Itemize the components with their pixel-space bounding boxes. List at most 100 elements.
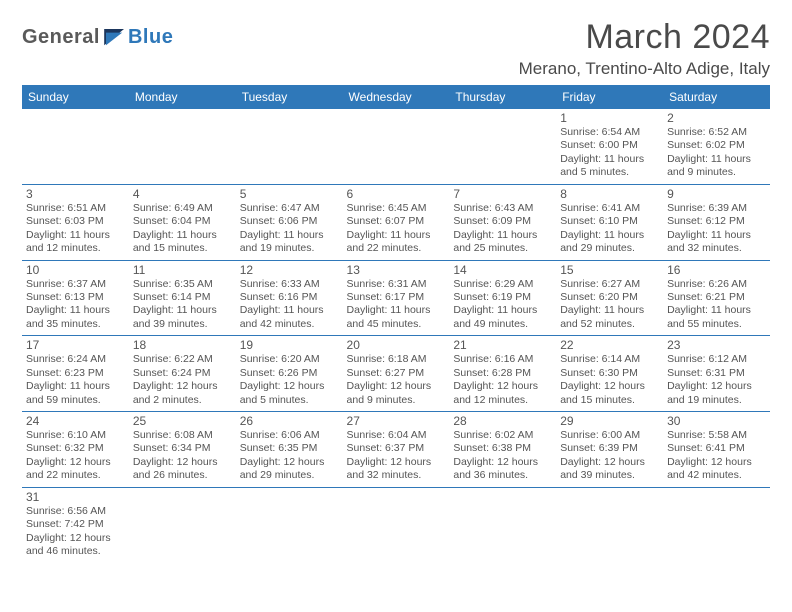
daylight-text: Daylight: 11 hours and 19 minutes.: [240, 229, 339, 256]
calendar-cell: 29Sunrise: 6:00 AMSunset: 6:39 PMDayligh…: [556, 412, 663, 488]
sunrise-text: Sunrise: 6:06 AM: [240, 429, 339, 442]
sunrise-text: Sunrise: 6:24 AM: [26, 353, 125, 366]
calendar-cell: 24Sunrise: 6:10 AMSunset: 6:32 PMDayligh…: [22, 412, 129, 488]
sunset-text: Sunset: 7:42 PM: [26, 518, 125, 531]
day-number: 6: [347, 187, 446, 201]
calendar-cell: 15Sunrise: 6:27 AMSunset: 6:20 PMDayligh…: [556, 260, 663, 336]
calendar-cell: 14Sunrise: 6:29 AMSunset: 6:19 PMDayligh…: [449, 260, 556, 336]
day-number: 11: [133, 263, 232, 277]
daylight-text: Daylight: 11 hours and 55 minutes.: [667, 304, 766, 331]
sunset-text: Sunset: 6:39 PM: [560, 442, 659, 455]
calendar-cell: 30Sunrise: 5:58 AMSunset: 6:41 PMDayligh…: [663, 412, 770, 488]
day-number: 18: [133, 338, 232, 352]
daylight-text: Daylight: 12 hours and 42 minutes.: [667, 456, 766, 483]
day-number: 8: [560, 187, 659, 201]
calendar-cell: 16Sunrise: 6:26 AMSunset: 6:21 PMDayligh…: [663, 260, 770, 336]
sunset-text: Sunset: 6:03 PM: [26, 215, 125, 228]
calendar-cell: 4Sunrise: 6:49 AMSunset: 6:04 PMDaylight…: [129, 184, 236, 260]
sunrise-text: Sunrise: 6:26 AM: [667, 278, 766, 291]
day-number: 31: [26, 490, 125, 504]
weekday-header: Thursday: [449, 85, 556, 109]
calendar-cell: 31Sunrise: 6:56 AMSunset: 7:42 PMDayligh…: [22, 487, 129, 562]
calendar-row: 24Sunrise: 6:10 AMSunset: 6:32 PMDayligh…: [22, 412, 770, 488]
day-number: 7: [453, 187, 552, 201]
day-number: 28: [453, 414, 552, 428]
day-number: 13: [347, 263, 446, 277]
calendar-cell: 17Sunrise: 6:24 AMSunset: 6:23 PMDayligh…: [22, 336, 129, 412]
sunrise-text: Sunrise: 6:54 AM: [560, 126, 659, 139]
sunrise-text: Sunrise: 6:43 AM: [453, 202, 552, 215]
weekday-header-row: Sunday Monday Tuesday Wednesday Thursday…: [22, 85, 770, 109]
sunset-text: Sunset: 6:38 PM: [453, 442, 552, 455]
sunrise-text: Sunrise: 6:27 AM: [560, 278, 659, 291]
sunset-text: Sunset: 6:17 PM: [347, 291, 446, 304]
sunrise-text: Sunrise: 6:56 AM: [26, 505, 125, 518]
sunset-text: Sunset: 6:37 PM: [347, 442, 446, 455]
day-number: 16: [667, 263, 766, 277]
sunrise-text: Sunrise: 6:00 AM: [560, 429, 659, 442]
sunset-text: Sunset: 6:27 PM: [347, 367, 446, 380]
sunrise-text: Sunrise: 6:49 AM: [133, 202, 232, 215]
sunset-text: Sunset: 6:32 PM: [26, 442, 125, 455]
calendar-cell: 10Sunrise: 6:37 AMSunset: 6:13 PMDayligh…: [22, 260, 129, 336]
day-number: 3: [26, 187, 125, 201]
sunrise-text: Sunrise: 6:08 AM: [133, 429, 232, 442]
daylight-text: Daylight: 12 hours and 36 minutes.: [453, 456, 552, 483]
sunrise-text: Sunrise: 6:14 AM: [560, 353, 659, 366]
day-number: 24: [26, 414, 125, 428]
day-number: 21: [453, 338, 552, 352]
sunset-text: Sunset: 6:19 PM: [453, 291, 552, 304]
day-number: 5: [240, 187, 339, 201]
daylight-text: Daylight: 12 hours and 26 minutes.: [133, 456, 232, 483]
calendar-row: 3Sunrise: 6:51 AMSunset: 6:03 PMDaylight…: [22, 184, 770, 260]
sunrise-text: Sunrise: 6:16 AM: [453, 353, 552, 366]
calendar-cell: 11Sunrise: 6:35 AMSunset: 6:14 PMDayligh…: [129, 260, 236, 336]
sunset-text: Sunset: 6:04 PM: [133, 215, 232, 228]
daylight-text: Daylight: 11 hours and 9 minutes.: [667, 153, 766, 180]
sunrise-text: Sunrise: 6:12 AM: [667, 353, 766, 366]
calendar-row: 1Sunrise: 6:54 AMSunset: 6:00 PMDaylight…: [22, 109, 770, 184]
sunrise-text: Sunrise: 6:37 AM: [26, 278, 125, 291]
day-number: 27: [347, 414, 446, 428]
weekday-header: Sunday: [22, 85, 129, 109]
day-number: 22: [560, 338, 659, 352]
day-number: 25: [133, 414, 232, 428]
calendar-cell: 7Sunrise: 6:43 AMSunset: 6:09 PMDaylight…: [449, 184, 556, 260]
day-number: 9: [667, 187, 766, 201]
day-number: 4: [133, 187, 232, 201]
sunrise-text: Sunrise: 6:20 AM: [240, 353, 339, 366]
sunrise-text: Sunrise: 6:45 AM: [347, 202, 446, 215]
day-number: 20: [347, 338, 446, 352]
calendar-cell: 5Sunrise: 6:47 AMSunset: 6:06 PMDaylight…: [236, 184, 343, 260]
calendar-cell: 20Sunrise: 6:18 AMSunset: 6:27 PMDayligh…: [343, 336, 450, 412]
calendar-cell: 13Sunrise: 6:31 AMSunset: 6:17 PMDayligh…: [343, 260, 450, 336]
daylight-text: Daylight: 11 hours and 15 minutes.: [133, 229, 232, 256]
sunrise-text: Sunrise: 6:31 AM: [347, 278, 446, 291]
day-number: 15: [560, 263, 659, 277]
calendar-cell: 23Sunrise: 6:12 AMSunset: 6:31 PMDayligh…: [663, 336, 770, 412]
calendar-cell-empty: [556, 487, 663, 562]
month-title: March 2024: [519, 18, 770, 57]
day-number: 23: [667, 338, 766, 352]
calendar-cell: 28Sunrise: 6:02 AMSunset: 6:38 PMDayligh…: [449, 412, 556, 488]
logo-text-blue: Blue: [128, 26, 173, 49]
calendar-cell: 26Sunrise: 6:06 AMSunset: 6:35 PMDayligh…: [236, 412, 343, 488]
sunset-text: Sunset: 6:09 PM: [453, 215, 552, 228]
daylight-text: Daylight: 11 hours and 25 minutes.: [453, 229, 552, 256]
calendar-cell: 8Sunrise: 6:41 AMSunset: 6:10 PMDaylight…: [556, 184, 663, 260]
daylight-text: Daylight: 11 hours and 35 minutes.: [26, 304, 125, 331]
calendar-cell-empty: [129, 109, 236, 184]
daylight-text: Daylight: 11 hours and 49 minutes.: [453, 304, 552, 331]
calendar-cell-empty: [663, 487, 770, 562]
title-block: March 2024 Merano, Trentino-Alto Adige, …: [519, 18, 770, 79]
sunset-text: Sunset: 6:06 PM: [240, 215, 339, 228]
sunset-text: Sunset: 6:28 PM: [453, 367, 552, 380]
weekday-header: Saturday: [663, 85, 770, 109]
calendar-cell: 12Sunrise: 6:33 AMSunset: 6:16 PMDayligh…: [236, 260, 343, 336]
daylight-text: Daylight: 12 hours and 32 minutes.: [347, 456, 446, 483]
daylight-text: Daylight: 11 hours and 39 minutes.: [133, 304, 232, 331]
day-number: 19: [240, 338, 339, 352]
calendar-cell: 27Sunrise: 6:04 AMSunset: 6:37 PMDayligh…: [343, 412, 450, 488]
day-number: 2: [667, 111, 766, 125]
calendar-cell: 18Sunrise: 6:22 AMSunset: 6:24 PMDayligh…: [129, 336, 236, 412]
